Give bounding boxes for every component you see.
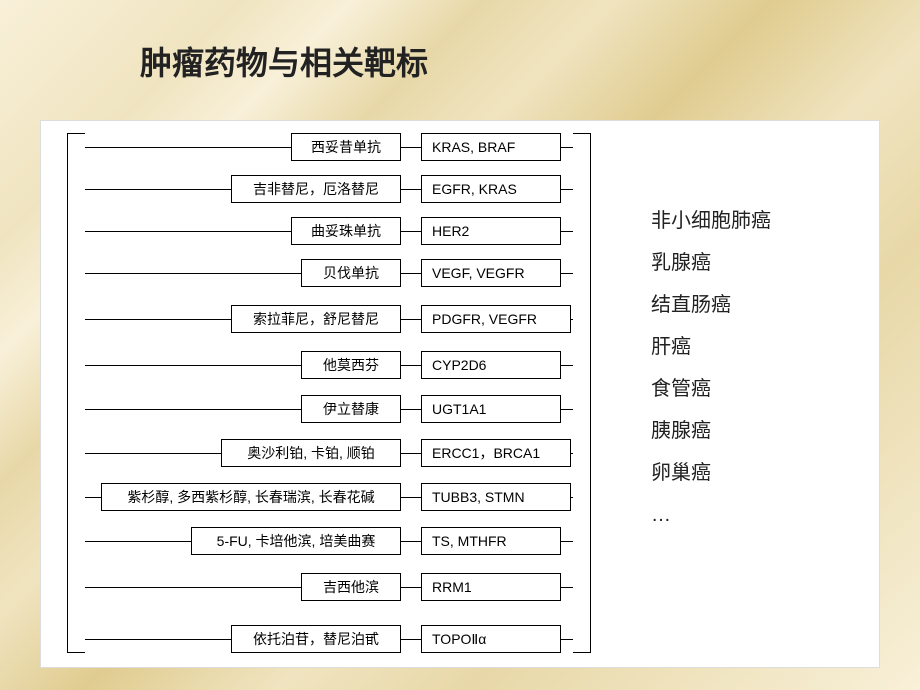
connector-right: [561, 273, 573, 274]
connector-mid: [401, 189, 421, 190]
drug-box: 5-FU, 卡培他滨, 培美曲赛: [191, 527, 401, 555]
drug-box: 紫杉醇, 多西紫杉醇, 长春瑞滨, 长春花碱: [101, 483, 401, 511]
connector-mid: [401, 587, 421, 588]
drug-box: 依托泊苷，替尼泊甙: [231, 625, 401, 653]
target-box: EGFR, KRAS: [421, 175, 561, 203]
drug-box: 索拉菲尼，舒尼替尼: [231, 305, 401, 333]
connector-right: [571, 319, 573, 320]
connector-left: [85, 273, 301, 274]
connector-left: [85, 409, 301, 410]
connector-left: [85, 189, 231, 190]
connector-mid: [401, 319, 421, 320]
connector-mid: [401, 541, 421, 542]
bracket-left: [67, 133, 85, 653]
connector-right: [561, 365, 573, 366]
connector-mid: [401, 497, 421, 498]
target-box: ERCC1，BRCA1: [421, 439, 571, 467]
drug-box: 伊立替康: [301, 395, 401, 423]
cancer-item: 乳腺癌: [651, 243, 771, 283]
connector-mid: [401, 639, 421, 640]
connector-right: [571, 453, 573, 454]
connector-right: [571, 497, 573, 498]
drug-box: 奥沙利铂, 卡铂, 顺铂: [221, 439, 401, 467]
connector-left: [85, 587, 301, 588]
target-box: KRAS, BRAF: [421, 133, 561, 161]
connector-mid: [401, 147, 421, 148]
connector-right: [561, 587, 573, 588]
target-box: VEGF, VEGFR: [421, 259, 561, 287]
connector-mid: [401, 453, 421, 454]
connector-left: [85, 541, 191, 542]
connector-left: [85, 365, 301, 366]
drug-box: 吉西他滨: [301, 573, 401, 601]
connector-left: [85, 231, 291, 232]
cancer-item: 肝癌: [651, 327, 771, 367]
drug-box: 西妥昔单抗: [291, 133, 401, 161]
target-box: TS, MTHFR: [421, 527, 561, 555]
cancer-item: 非小细胞肺癌: [651, 201, 771, 241]
drug-box: 贝伐单抗: [301, 259, 401, 287]
connector-right: [561, 639, 573, 640]
target-box: PDGFR, VEGFR: [421, 305, 571, 333]
target-box: UGT1A1: [421, 395, 561, 423]
drug-box: 他莫西芬: [301, 351, 401, 379]
cancer-item: 胰腺癌: [651, 411, 771, 451]
cancer-item: 卵巢癌: [651, 453, 771, 493]
connector-mid: [401, 231, 421, 232]
connector-left: [85, 147, 291, 148]
target-box: RRM1: [421, 573, 561, 601]
connector-mid: [401, 273, 421, 274]
target-box: HER2: [421, 217, 561, 245]
page-title: 肿瘤药物与相关靶标: [140, 38, 428, 84]
bracket-right: [573, 133, 591, 653]
connector-right: [561, 147, 573, 148]
connector-left: [85, 319, 231, 320]
connector-right: [561, 189, 573, 190]
target-box: TUBB3, STMN: [421, 483, 571, 511]
connector-mid: [401, 409, 421, 410]
target-box: CYP2D6: [421, 351, 561, 379]
connector-left: [85, 453, 221, 454]
target-box: TOPOⅡα: [421, 625, 561, 653]
connector-right: [561, 231, 573, 232]
connector-left: [85, 497, 101, 498]
connector-left: [85, 639, 231, 640]
connector-right: [561, 409, 573, 410]
cancer-item: …: [651, 495, 771, 535]
cancer-item: 食管癌: [651, 369, 771, 409]
connector-mid: [401, 365, 421, 366]
cancer-list: 非小细胞肺癌乳腺癌结直肠癌肝癌食管癌胰腺癌卵巢癌…: [651, 201, 771, 537]
cancer-item: 结直肠癌: [651, 285, 771, 325]
drug-box: 吉非替尼，厄洛替尼: [231, 175, 401, 203]
diagram-panel: 西妥昔单抗 KRAS, BRAF 吉非替尼，厄洛替尼 EGFR, KRAS 曲妥珠单抗 H…: [40, 120, 880, 668]
connector-right: [561, 541, 573, 542]
drug-box: 曲妥珠单抗: [291, 217, 401, 245]
